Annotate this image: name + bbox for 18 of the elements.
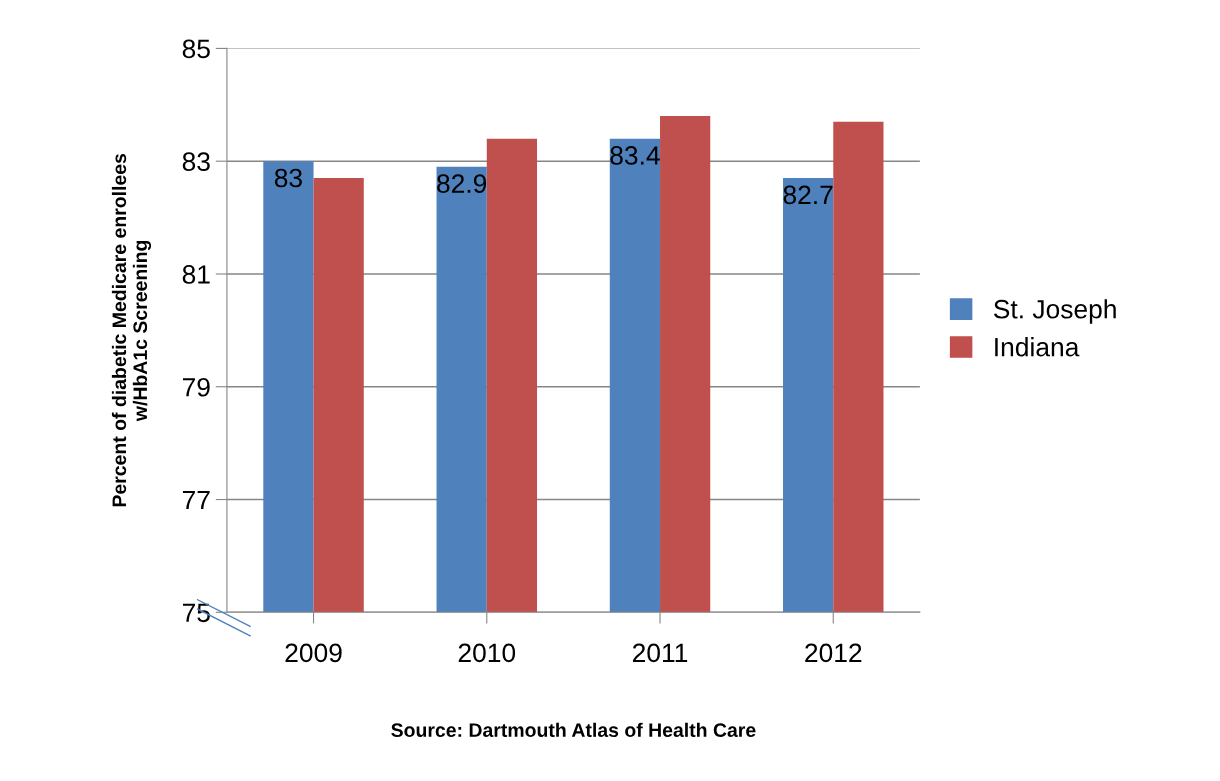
y-tick-label: 79	[182, 377, 210, 397]
x-tick-label: 2010	[458, 643, 516, 663]
y-tick-label: 85	[182, 39, 210, 59]
data-label: 83.4	[610, 146, 660, 165]
y-axis-title: Percent of diabetic Medicare enrollees w/HbA1c Screening	[111, 153, 152, 507]
data-label: 83	[274, 168, 302, 188]
y-tick-label: 77	[182, 490, 210, 510]
data-label: 82.9	[437, 174, 487, 193]
legend-label: St. Joseph	[993, 299, 1116, 324]
x-tick-label: 2011	[632, 643, 688, 663]
x-tick-label: 2012	[805, 643, 862, 663]
data-label: 82.7	[783, 185, 833, 205]
legend-label: Indiana	[995, 337, 1080, 357]
y-tick-label: 83	[182, 152, 210, 172]
y-tick-label: 75	[182, 603, 210, 623]
x-tick-label: 2009	[285, 643, 342, 663]
source-note: Source: Dartmouth Atlas of Health Care	[391, 722, 756, 738]
y-tick-label: 81	[182, 265, 210, 284]
